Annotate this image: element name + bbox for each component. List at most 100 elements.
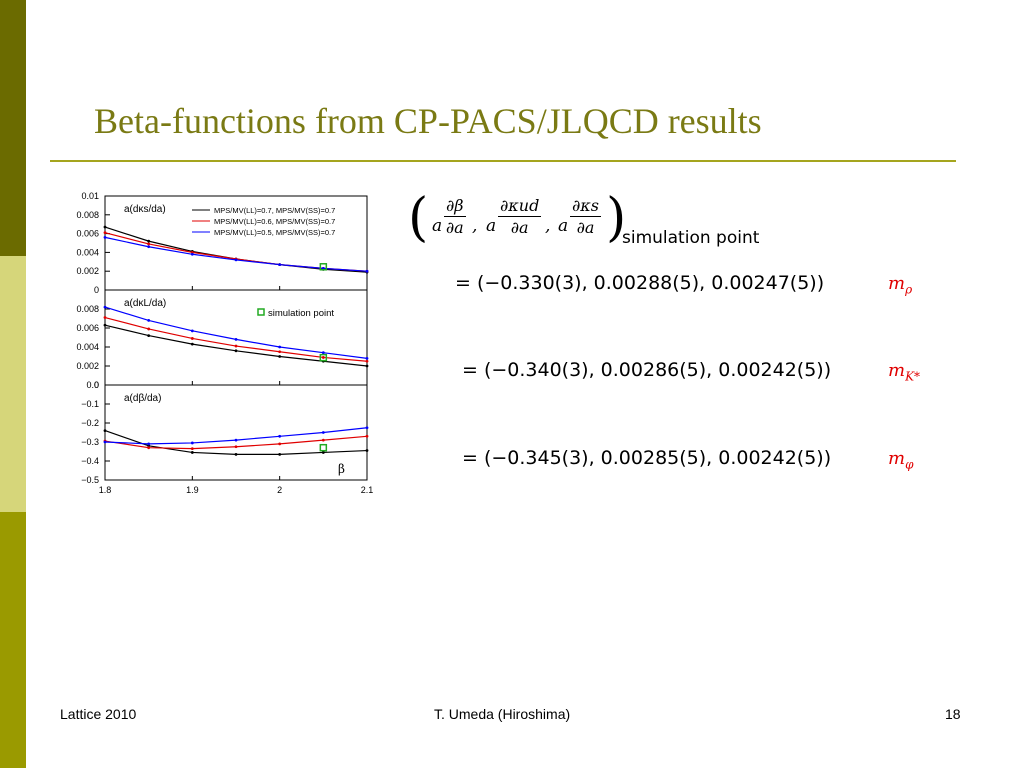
series-point bbox=[103, 429, 107, 432]
y-tick-label: 0.01 bbox=[81, 191, 99, 201]
series-point bbox=[278, 452, 282, 456]
x-tick-label: 2.1 bbox=[361, 485, 374, 495]
series-point bbox=[147, 334, 151, 337]
beta-function-plot: 0.010.0080.0060.0040.0020a(dκs/da)0.0080… bbox=[76, 191, 374, 495]
series-point bbox=[147, 245, 151, 249]
simulation-point-marker bbox=[319, 263, 328, 271]
prefix-a-1: a bbox=[432, 216, 443, 236]
frac-kappa-ud: ∂κud ∂a bbox=[498, 196, 542, 237]
series-point bbox=[147, 319, 151, 322]
legend-entry: MPS/MV(LL)=0.6, MPS/MV(SS)=0.7 bbox=[214, 217, 335, 226]
series-point bbox=[321, 356, 325, 359]
panel-label: a(dκL/da) bbox=[124, 298, 166, 309]
series-point bbox=[103, 316, 107, 319]
y-tick-label: 0.006 bbox=[76, 229, 99, 239]
series-point bbox=[147, 442, 151, 446]
prefix-a-2: a bbox=[486, 216, 497, 236]
footer-author: T. Umeda (Hiroshima) bbox=[434, 706, 571, 722]
series-point bbox=[234, 344, 238, 348]
frac-beta: ∂β ∂a bbox=[444, 196, 466, 237]
series-point bbox=[103, 305, 107, 309]
y-tick-label: −0.1 bbox=[81, 399, 99, 409]
mass-label-rho: mρ bbox=[888, 273, 913, 297]
y-tick-label: 0.004 bbox=[76, 247, 99, 257]
series-point bbox=[365, 426, 369, 430]
series-point bbox=[321, 431, 325, 434]
series-point bbox=[147, 239, 151, 243]
series-point bbox=[365, 359, 369, 363]
x-axis-label: β bbox=[338, 462, 345, 476]
sim-legend-label: simulation point bbox=[268, 308, 334, 319]
panel-label: a(dβ/da) bbox=[124, 393, 161, 404]
series-point bbox=[190, 329, 194, 333]
simulation-point-subscript: simulation point bbox=[622, 228, 760, 248]
y-tick-label: 0.008 bbox=[76, 304, 99, 314]
y-tick-label: 0.002 bbox=[76, 361, 99, 371]
side-bar-bottom bbox=[0, 512, 26, 768]
series-point bbox=[147, 242, 151, 246]
series-point bbox=[365, 269, 369, 273]
slide-title: Beta-functions from CP-PACS/JLQCD result… bbox=[94, 101, 762, 141]
y-tick-label: −0.4 bbox=[81, 456, 99, 466]
y-tick-label: −0.2 bbox=[81, 418, 99, 428]
series-point bbox=[234, 349, 238, 353]
comma-2: , bbox=[545, 216, 551, 236]
x-tick-label: 2 bbox=[277, 485, 282, 495]
series-point bbox=[365, 364, 369, 368]
y-tick-label: 0.006 bbox=[76, 323, 99, 333]
series-point bbox=[234, 438, 238, 442]
series-point bbox=[365, 434, 369, 438]
series-line bbox=[104, 232, 368, 272]
series-point bbox=[103, 231, 107, 235]
series-point bbox=[365, 357, 369, 360]
series-line bbox=[104, 430, 368, 455]
result-row-phi: = (−0.345(3), 0.00285(5), 0.00242(5)) bbox=[462, 447, 832, 469]
y-tick-label: 0.002 bbox=[76, 266, 99, 276]
series-point bbox=[190, 441, 194, 445]
footer-page-number: 18 bbox=[945, 706, 961, 722]
x-tick-label: 1.8 bbox=[99, 485, 112, 495]
title-divider bbox=[50, 160, 956, 162]
series-point bbox=[321, 451, 325, 454]
series-point bbox=[234, 338, 238, 341]
y-tick-label: 0 bbox=[94, 285, 99, 295]
series-point bbox=[147, 446, 151, 450]
y-tick-label: 0 bbox=[94, 380, 99, 390]
y-tick-label: 0.004 bbox=[76, 342, 99, 352]
series-point bbox=[147, 327, 151, 331]
series-point bbox=[278, 263, 282, 267]
series-point bbox=[103, 440, 107, 444]
frac-kappa-s: ∂κs ∂a bbox=[570, 196, 601, 237]
simulation-point-marker bbox=[319, 353, 328, 362]
comma-1: , bbox=[472, 216, 478, 236]
series-point bbox=[190, 451, 194, 454]
mass-label-kstar: mK* bbox=[888, 360, 921, 384]
x-tick-label: 1.9 bbox=[186, 485, 199, 495]
series-point bbox=[103, 225, 107, 229]
series-point bbox=[103, 235, 107, 239]
series-point bbox=[365, 449, 369, 452]
panel-frame bbox=[104, 384, 368, 481]
series-point bbox=[190, 447, 194, 451]
series-point bbox=[190, 342, 194, 346]
series-point bbox=[234, 452, 238, 456]
y-tick-label: −0.3 bbox=[81, 437, 99, 447]
mass-label-phi: mφ bbox=[888, 448, 914, 472]
series-point bbox=[278, 355, 282, 358]
y-tick-label: −0.5 bbox=[81, 475, 99, 485]
series-point bbox=[321, 438, 325, 442]
series-point bbox=[190, 252, 194, 256]
left-paren: ( bbox=[408, 188, 429, 248]
legend-entry: MPS/MV(LL)=0.5, MPS/MV(SS)=0.7 bbox=[214, 228, 335, 237]
series-point bbox=[278, 350, 282, 354]
series-point bbox=[278, 442, 282, 446]
series-point bbox=[103, 323, 107, 327]
result-row-kstar: = (−0.340(3), 0.00286(5), 0.00242(5)) bbox=[462, 359, 832, 381]
series-point bbox=[278, 434, 282, 438]
right-paren: ) bbox=[606, 188, 627, 248]
series-point bbox=[190, 337, 194, 340]
series-point bbox=[234, 258, 238, 262]
result-row-rho: = (−0.330(3), 0.00288(5), 0.00247(5)) bbox=[455, 272, 825, 294]
y-tick-label: 0.008 bbox=[76, 210, 99, 220]
footer-conference: Lattice 2010 bbox=[60, 706, 137, 722]
